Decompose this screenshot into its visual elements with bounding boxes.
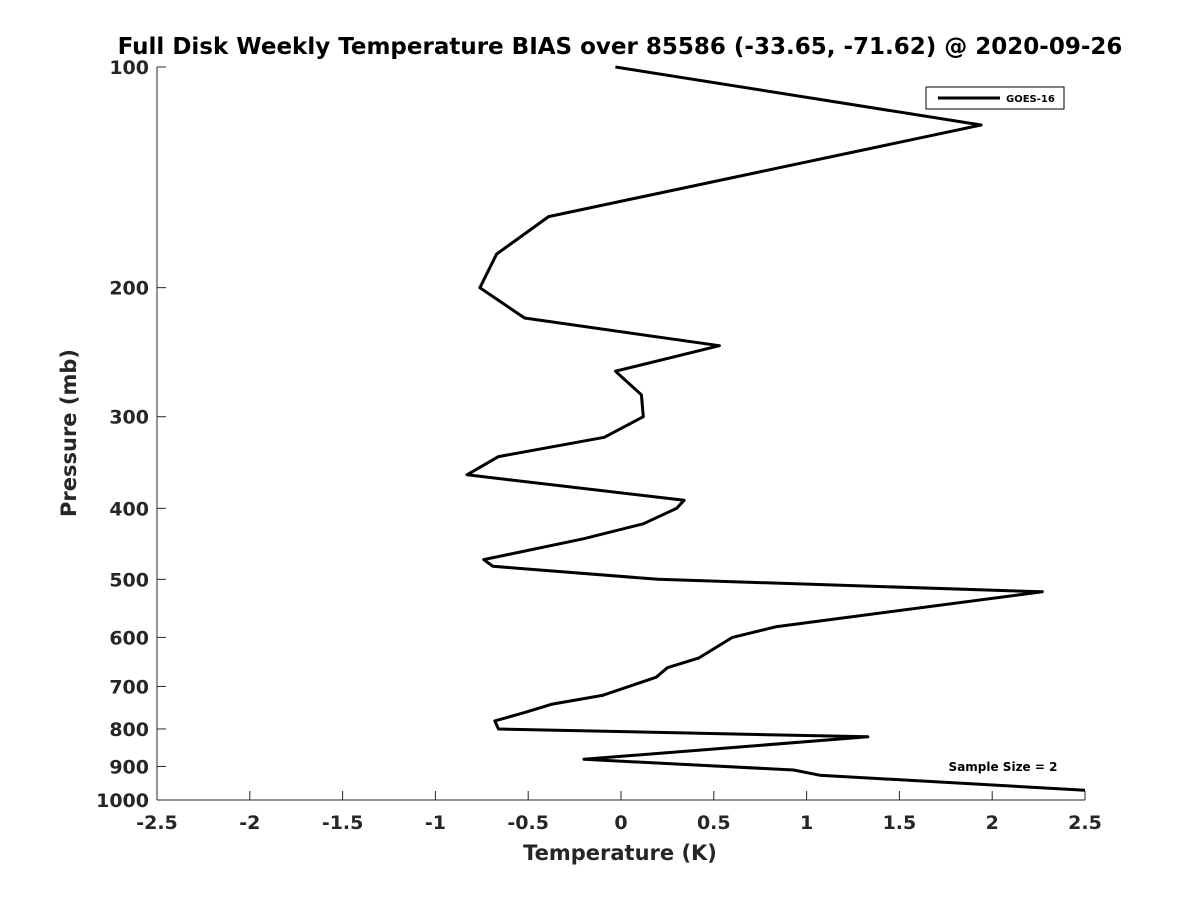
x-tick-label: 1 (800, 812, 813, 834)
y-tick-label: 100 (109, 57, 149, 79)
series-line-goes-16 (465, 65, 1086, 792)
x-axis-label: Temperature (K) (523, 841, 717, 865)
x-tick-label: 0.5 (697, 812, 731, 834)
y-tick-label: 600 (109, 627, 149, 649)
x-tick-label: -2 (239, 812, 260, 834)
axes: -2.5 -2 -1.5 -1 -0.5 0 0.5 1 1.5 2 2.5 100 200 300 400… (96, 57, 1102, 834)
y-axis-label: Pressure (mb) (57, 349, 81, 517)
x-tick-label: 2.5 (1068, 812, 1102, 834)
chart-title: Full Disk Weekly Temperature BIAS over 8… (118, 34, 1123, 60)
sample-size-annotation: Sample Size = 2 (949, 760, 1058, 774)
x-tick-label: 0 (614, 812, 627, 834)
legend: GOES-16 (925, 86, 1065, 110)
y-tick-label: 700 (109, 676, 149, 698)
y-tick-label: 1000 (96, 790, 149, 812)
y-tick-label: 400 (109, 498, 149, 520)
y-tick-label: 800 (109, 719, 149, 741)
y-tick-label: 900 (109, 756, 149, 778)
y-tick-label: 300 (109, 407, 149, 429)
x-tick-label: -2.5 (136, 812, 178, 834)
y-tick-label: 200 (109, 278, 149, 300)
x-tick-label: 1.5 (883, 812, 917, 834)
x-tick-label: -1.5 (322, 812, 364, 834)
x-tick-label: -0.5 (507, 812, 549, 834)
x-tick-label: -1 (425, 812, 446, 834)
plot-area (465, 65, 1086, 792)
y-tick-label: 500 (109, 569, 149, 591)
legend-entry-goes-16: GOES-16 (1006, 94, 1055, 105)
x-tick-label: 2 (986, 812, 999, 834)
